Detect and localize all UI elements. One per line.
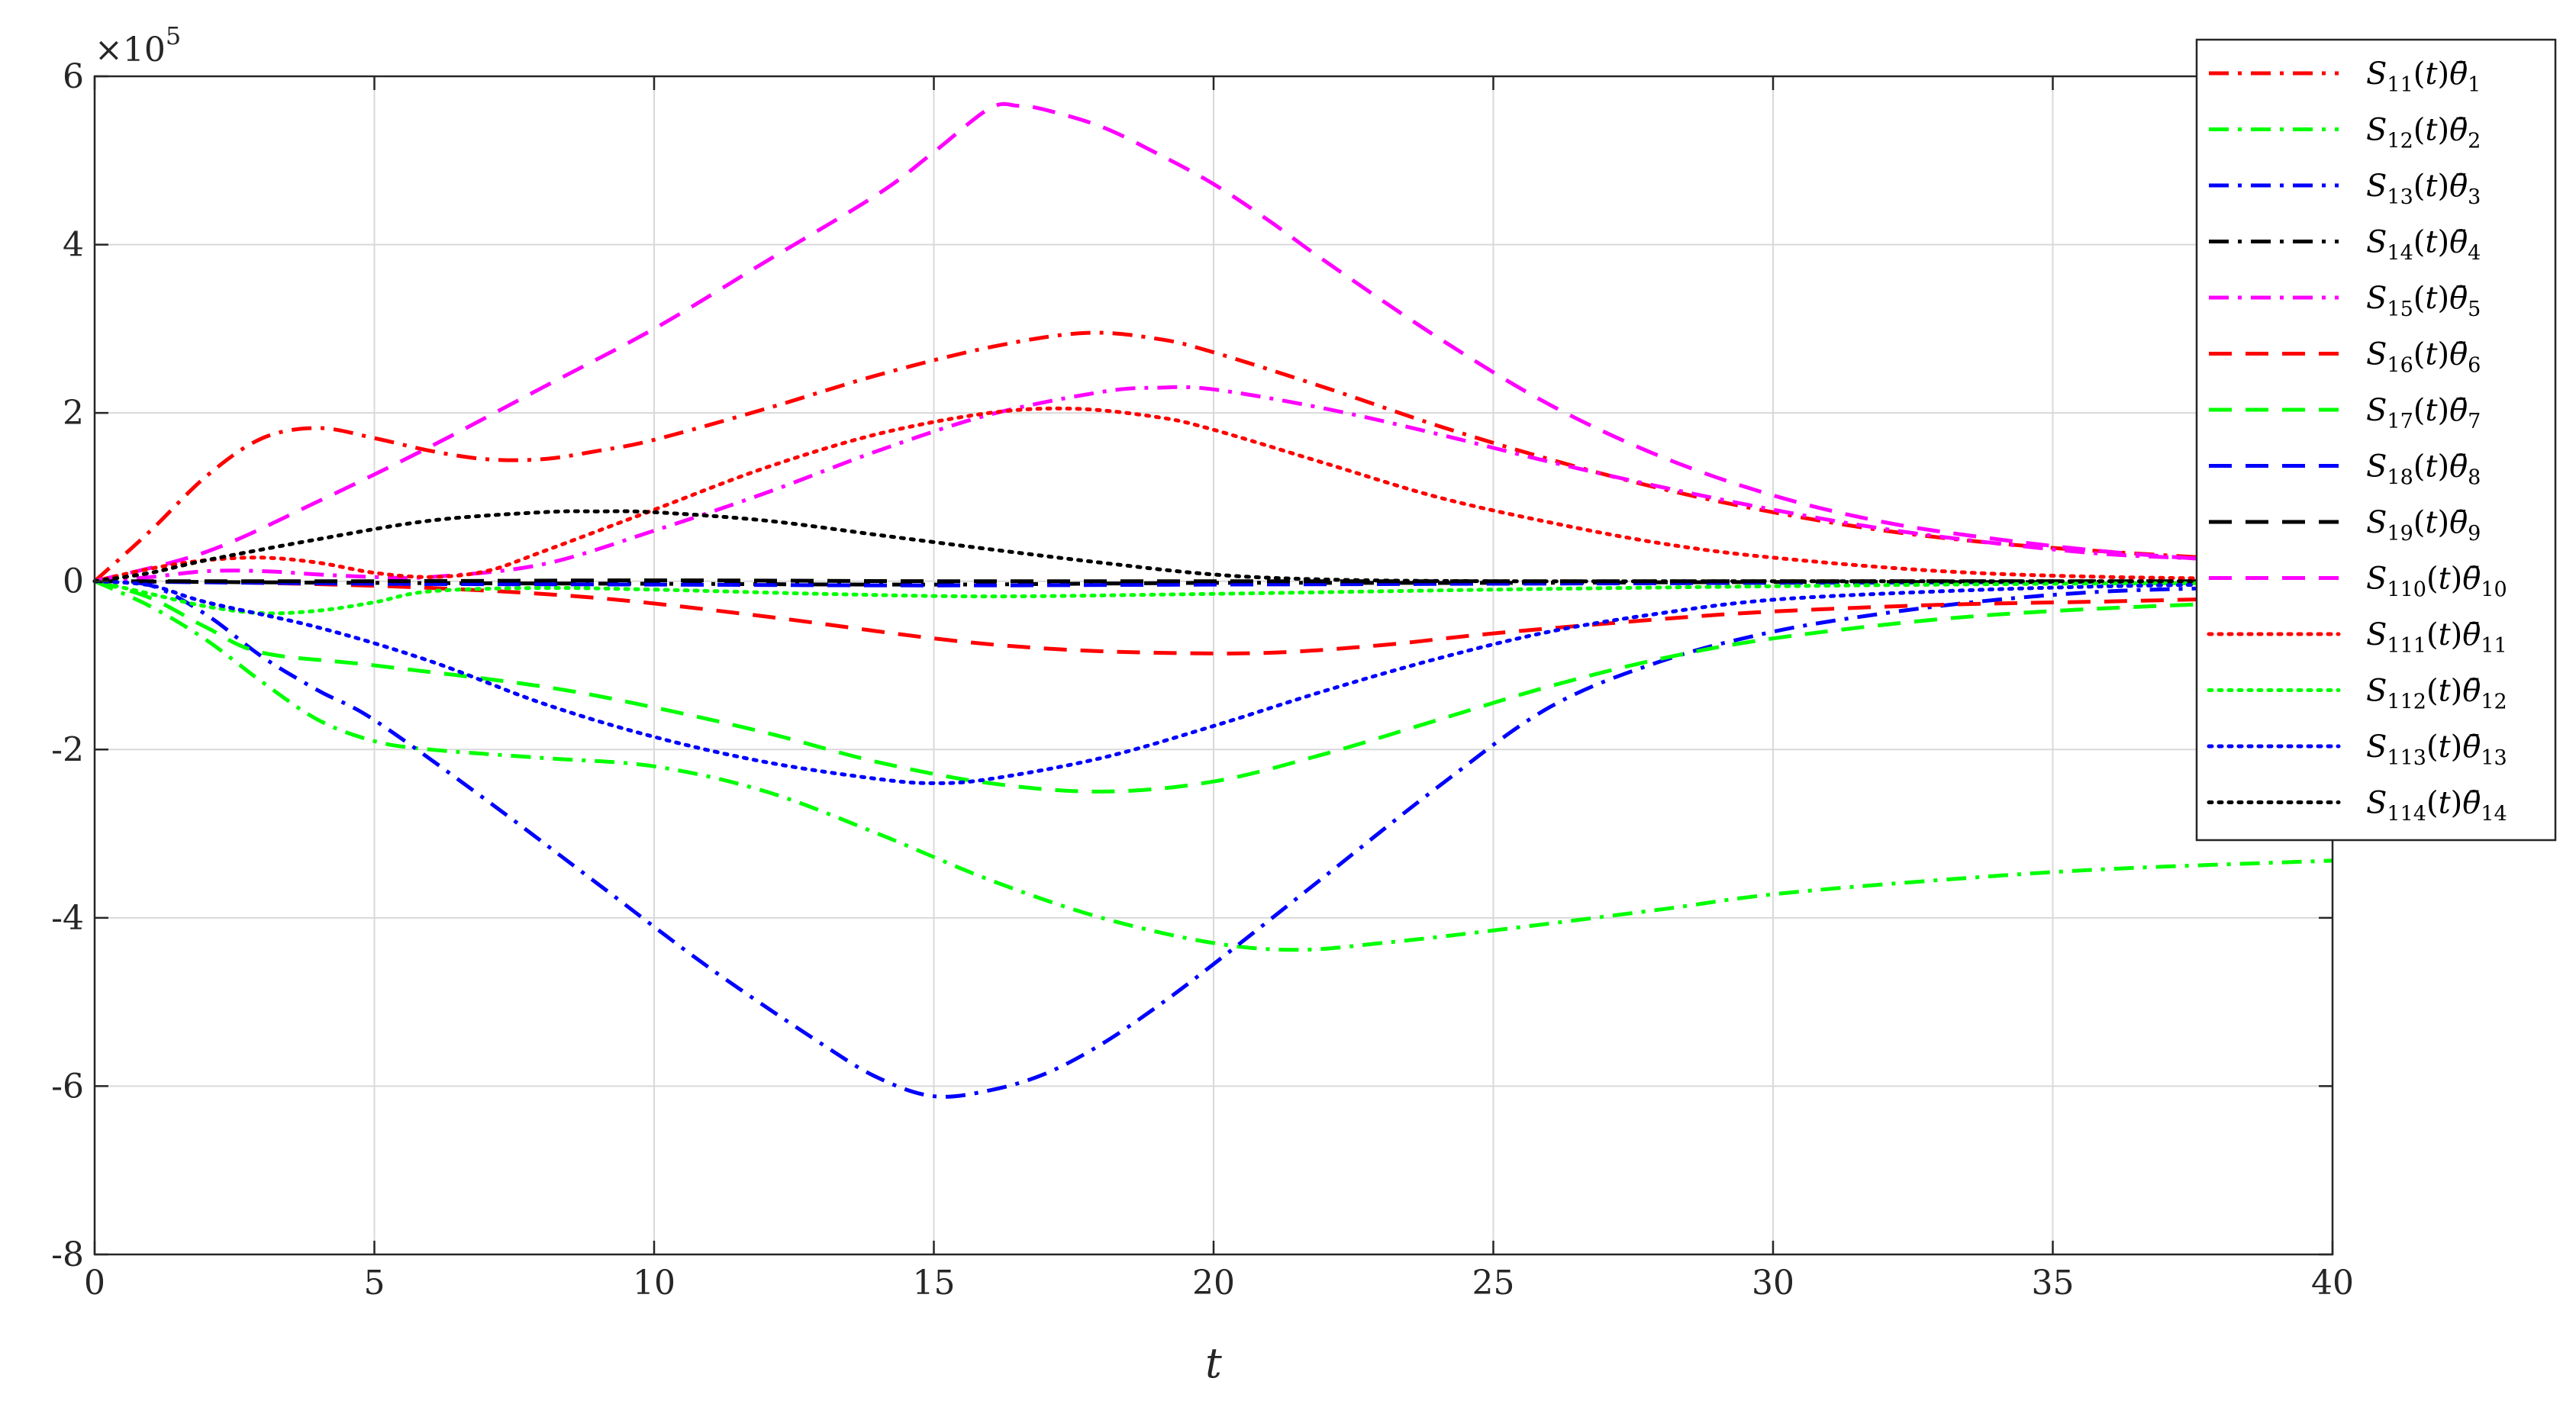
y-tick-label: 6 [63,57,84,96]
y-tick-label: 4 [63,226,84,265]
legend: S11(t)θ̄1 S12(t)θ̄2 S13(t)θ̄3 S14(t)θ̄4 S15(… [2195,38,2557,842]
legend-entry: S112(t)θ̄12 [2366,674,2507,714]
x-tick-label: 20 [1192,1264,1235,1303]
y-tick-label: -4 [51,899,84,938]
legend-entry: S11(t)θ̄1 [2366,56,2481,97]
x-tick-label: 0 [84,1264,105,1303]
y-tick-label: 2 [63,394,84,433]
legend-entry: S110(t)θ̄10 [2366,562,2507,602]
series-line-11 [92,406,2335,584]
legend-entry: S18(t)θ̄8 [2366,449,2481,490]
legend-entry: S113(t)θ̄13 [2366,729,2507,770]
x-tick-label: 35 [2032,1264,2075,1303]
series-group [92,101,2335,1099]
x-tick-label: 15 [913,1264,956,1303]
series-line-6 [94,579,2333,655]
legend-entry: S13(t)θ̄3 [2366,169,2481,209]
series-line-7 [94,579,2333,794]
y-tick-label: -8 [51,1235,84,1274]
y-exponent-label: ×105 [95,21,181,69]
legend-entry: S17(t)θ̄7 [2366,393,2481,433]
x-tick-label: 25 [1472,1264,1515,1303]
legend-entry: S19(t)θ̄9 [2366,505,2481,546]
series-line-3 [94,579,2221,1099]
y-tick-label: -2 [51,730,84,769]
legend-entry: S111(t)θ̄11 [2366,617,2507,658]
legend-box [2195,38,2557,842]
series-line-10 [94,101,2333,584]
series-line-14 [92,509,2223,584]
legend-entry: S15(t)θ̄5 [2366,281,2481,321]
series-line-2 [93,579,2333,952]
x-tick-label: 40 [2311,1264,2354,1303]
legend-entry: S12(t)θ̄2 [2366,113,2481,153]
series-line-12 [92,579,2335,616]
tick-labels: 0 5 10 15 20 25 30 35 40 -8 -6 -4 -2 0 2 4 6 [51,57,2354,1303]
legend-entry: S14(t)θ̄4 [2366,225,2481,266]
series-line-1 [93,330,2221,583]
x-tick-label: 30 [1752,1264,1794,1303]
legend-entry: S114(t)θ̄14 [2366,786,2507,826]
x-axis-label: t [1205,1339,1222,1387]
series-line-5 [94,385,2221,584]
x-tick-label: 5 [364,1264,385,1303]
x-tick-label: 10 [633,1264,675,1303]
legend-entry: S16(t)θ̄6 [2366,337,2481,378]
y-tick-label: 0 [63,562,84,601]
series-line-13 [92,579,2335,785]
y-tick-label: -6 [51,1067,84,1106]
